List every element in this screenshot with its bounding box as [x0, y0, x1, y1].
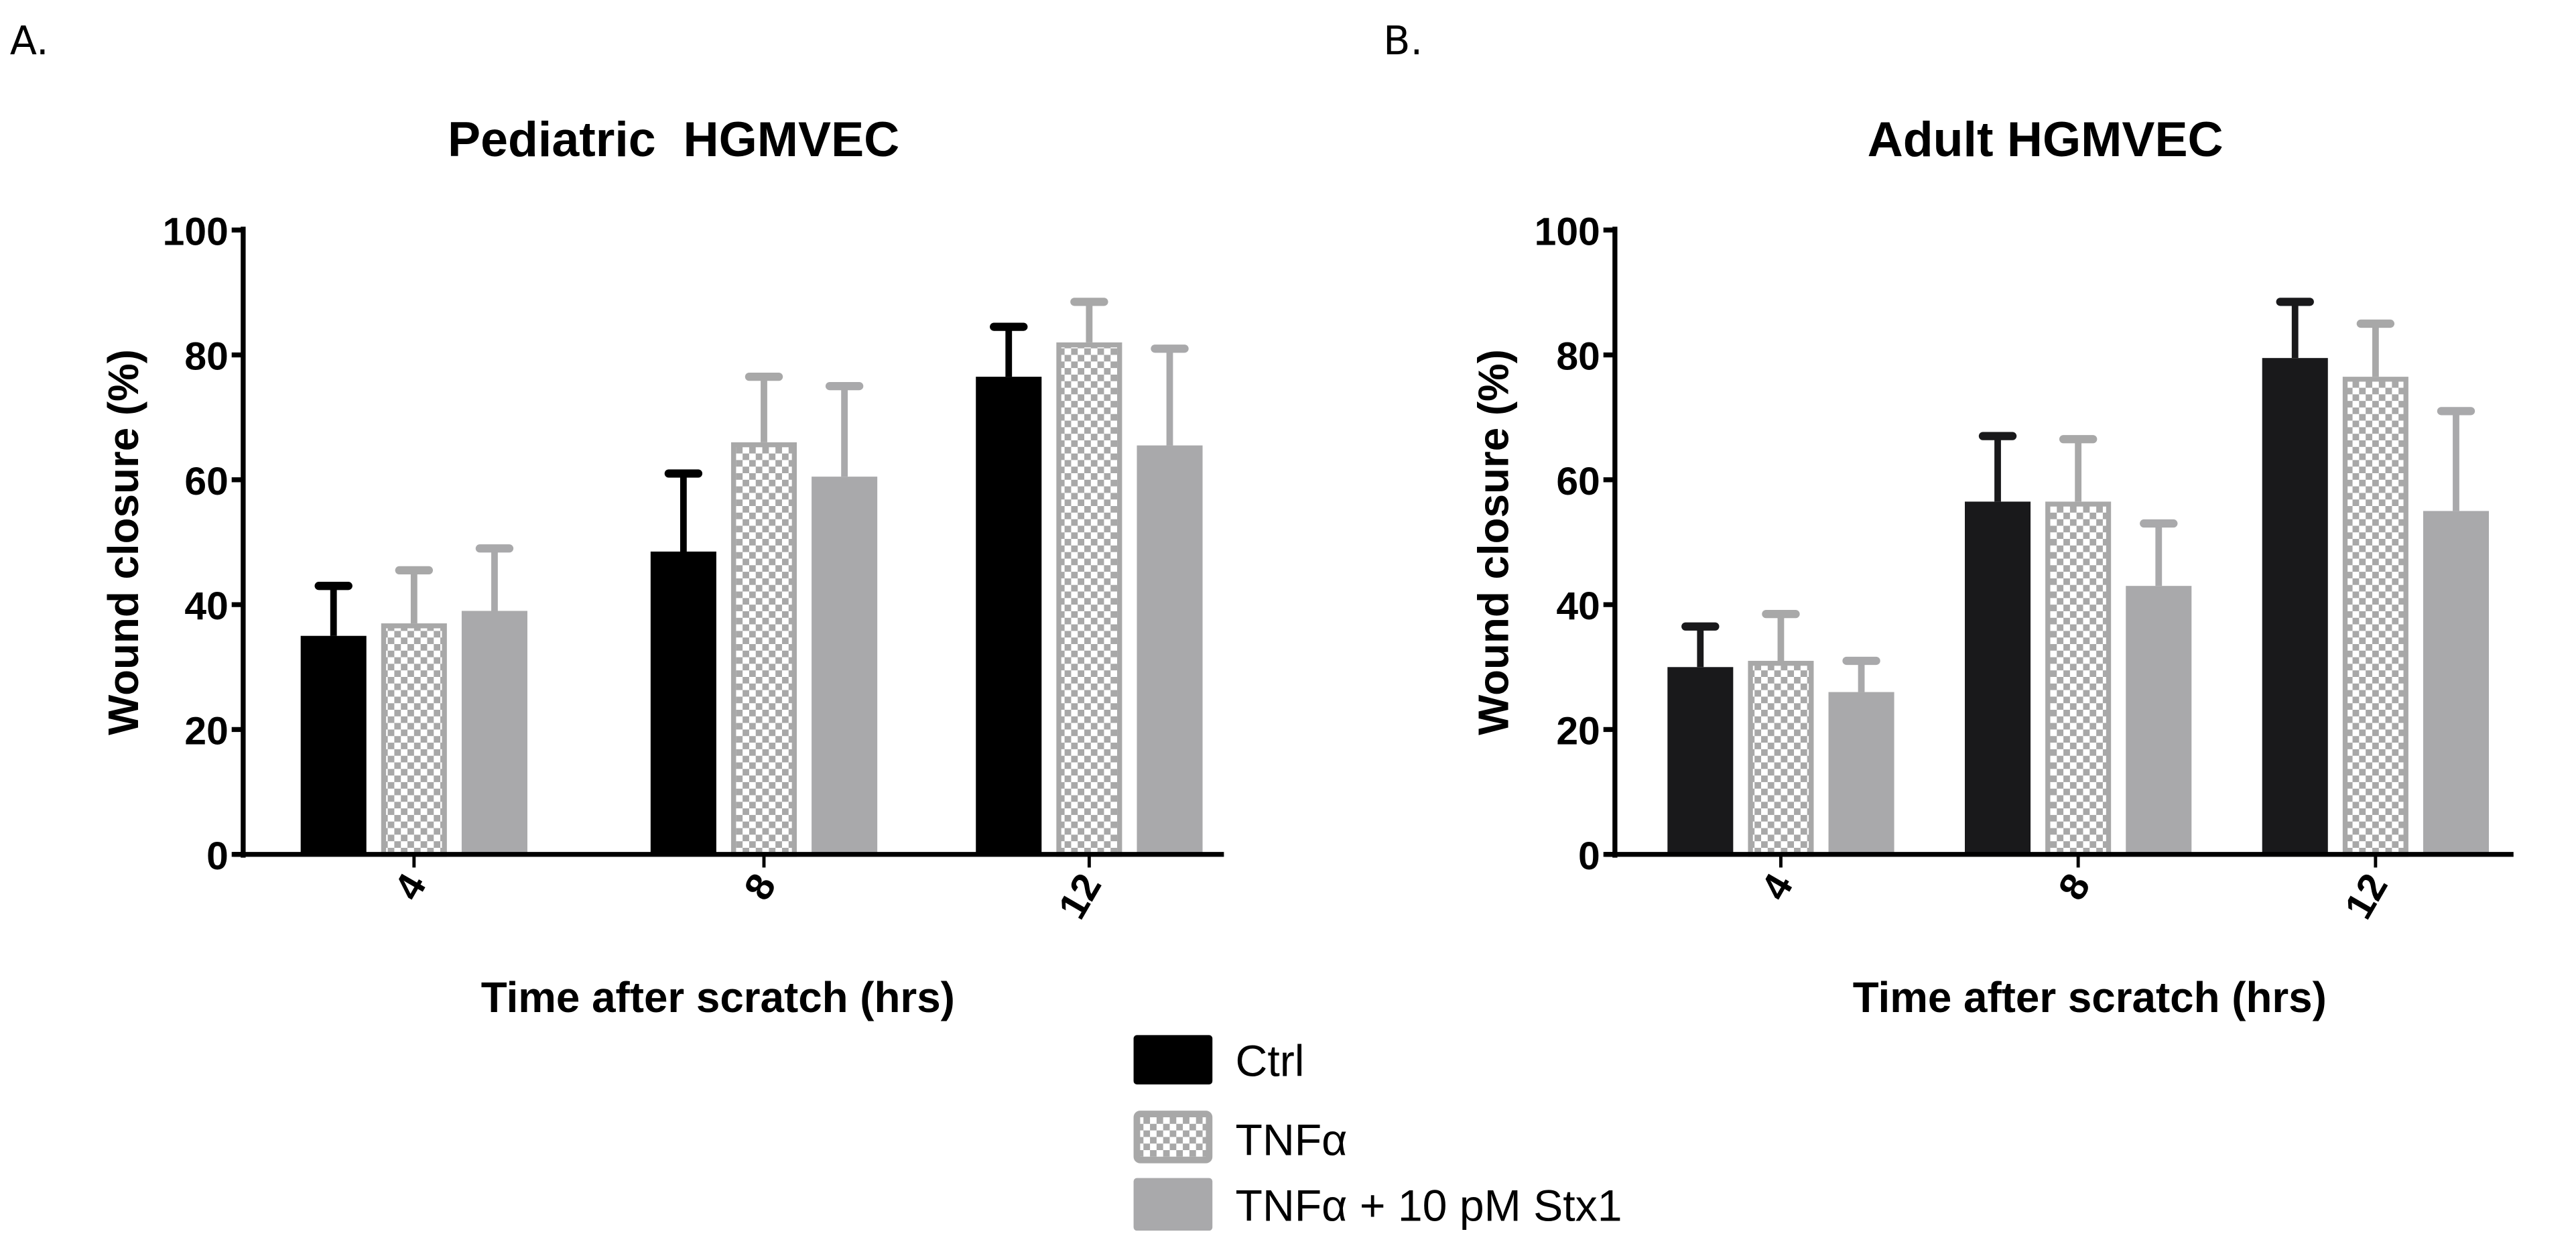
y-tick-label: 80 [184, 335, 228, 379]
panel-b-chart: 0 20 40 60 80 100 4 8 12 [1535, 210, 2514, 926]
bar [1667, 667, 1734, 855]
panel-a-y-axis-title: Wound closure (%) [99, 349, 147, 735]
y-tick-label: 0 [206, 834, 229, 878]
y-tick-label: 80 [1556, 335, 1600, 379]
y-tick-label: 60 [1556, 460, 1600, 503]
panel-a-title: Pediatric HGMVEC [448, 111, 899, 167]
legend-label-ctrl: Ctrl [1236, 1037, 1305, 1086]
legend-swatch-tnf [1133, 1111, 1213, 1164]
legend-label-stx: TNFα + 10 pM Stx1 [1236, 1181, 1622, 1231]
x-tick-label: 8 [736, 867, 785, 907]
bar [650, 551, 716, 855]
panel-b-x-axis-title: Time after scratch (hrs) [1853, 973, 2327, 1021]
bar [812, 477, 878, 855]
y-tick-label: 20 [184, 710, 228, 753]
panel-a-letter: A. [10, 17, 49, 64]
bar [2423, 511, 2490, 855]
bar [300, 635, 367, 855]
bar [2126, 586, 2192, 855]
panel-b-letter: B. [1383, 17, 1423, 64]
x-tick-label: 12 [1050, 867, 1110, 926]
bar [2342, 377, 2408, 857]
legend-label-tnf: TNFα [1236, 1115, 1348, 1165]
y-tick-label: 100 [163, 210, 229, 253]
y-tick-label: 100 [1535, 210, 1600, 253]
y-tick-label: 60 [184, 460, 228, 503]
bar [2262, 358, 2328, 855]
bar [976, 377, 1042, 855]
y-tick-label: 20 [1556, 710, 1600, 753]
panel-b-y-axis-title: Wound closure (%) [1469, 349, 1517, 735]
y-tick-label: 0 [1578, 834, 1600, 878]
panel-a-chart: 0 20 40 60 80 100 4 8 12 [163, 210, 1224, 926]
bar [381, 623, 447, 857]
y-tick-label: 40 [184, 584, 228, 628]
bar [1056, 342, 1122, 857]
x-tick-label: 4 [1753, 867, 1802, 907]
panel-b-title: Adult HGMVEC [1868, 111, 2224, 167]
x-tick-label: 4 [386, 867, 435, 907]
bar [1748, 660, 1814, 857]
bar [1964, 501, 2031, 855]
x-tick-label: 12 [2337, 867, 2396, 926]
y-tick-label: 40 [1556, 584, 1600, 628]
bar [2045, 501, 2112, 857]
legend: Ctrl TNFα TNFα + 10 pM Stx1 [1133, 1035, 1622, 1231]
legend-swatch-ctrl [1133, 1035, 1213, 1084]
panel-a-x-axis-title: Time after scratch (hrs) [481, 973, 955, 1021]
bar [461, 611, 527, 855]
legend-swatch-stx [1133, 1178, 1213, 1231]
bar [1137, 445, 1203, 855]
bar [730, 442, 797, 857]
bar [1828, 692, 1894, 855]
x-tick-label: 8 [2050, 867, 2099, 907]
